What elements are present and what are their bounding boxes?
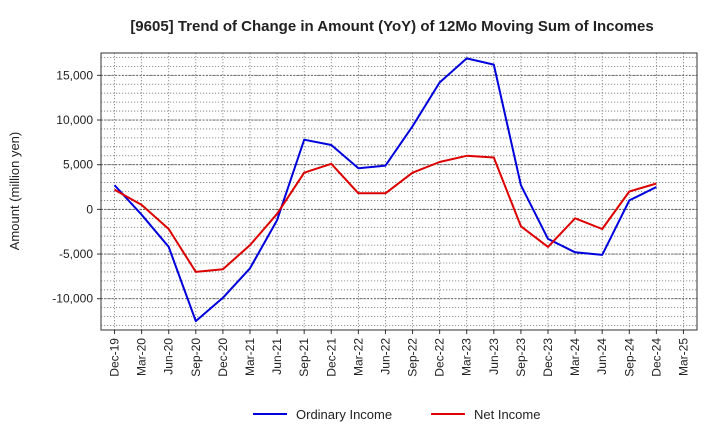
legend: Ordinary Income Net Income <box>253 407 540 422</box>
y-tick-label: -5,000 <box>59 247 93 261</box>
y-tick-label: -10,000 <box>52 292 93 306</box>
x-tick-label: Dec-21 <box>324 338 338 377</box>
x-tick-label: Jun-22 <box>378 338 392 375</box>
x-tick-label: Dec-24 <box>649 338 663 377</box>
x-tick-label: Dec-22 <box>433 338 447 377</box>
y-tick-label: 15,000 <box>56 68 93 82</box>
y-tick-label: 5,000 <box>63 158 93 172</box>
x-tick-label: Jun-23 <box>487 338 501 375</box>
legend-label: Net Income <box>474 407 540 422</box>
legend-label: Ordinary Income <box>296 407 392 422</box>
y-tick-label: 10,000 <box>56 113 93 127</box>
x-tick-label: Sep-23 <box>514 338 528 377</box>
x-tick-label: Jun-24 <box>595 338 609 375</box>
x-axis: Dec-19 Mar-20 Jun-20 Sep-20 Dec-20 Mar-21 Jun-… <box>108 330 690 377</box>
chart-title: [9605] Trend of Change in Amount (YoY) o… <box>130 18 653 35</box>
x-tick-label: Sep-20 <box>189 338 203 377</box>
x-tick-label: Dec-19 <box>108 338 122 377</box>
x-tick-label: Mar-22 <box>351 338 365 376</box>
x-tick-label: Sep-22 <box>406 338 420 377</box>
x-tick-label: Mar-24 <box>568 338 582 376</box>
x-tick-label: Dec-20 <box>216 338 230 377</box>
series-line-net-income <box>114 154 657 273</box>
plot-frame <box>100 52 698 331</box>
x-tick-label: Sep-21 <box>297 338 311 377</box>
y-axis-label: Amount (million yen) <box>7 132 22 251</box>
x-tick-label: Mar-20 <box>135 338 149 376</box>
x-tick-label: Jun-20 <box>162 338 176 375</box>
x-tick-label: Mar-23 <box>460 338 474 376</box>
x-tick-label: Sep-24 <box>622 338 636 377</box>
y-tick-label: 0 <box>86 202 93 216</box>
x-tick-label: Mar-21 <box>243 338 257 376</box>
series-lines <box>113 57 657 323</box>
x-tick-label: Dec-23 <box>541 338 555 377</box>
y-axis: -10,000 -5,000 0 5,000 10,000 15,000 <box>52 68 101 306</box>
series-line-ordinary-income <box>113 57 657 323</box>
x-tick-label: Mar-25 <box>676 338 690 376</box>
x-tick-label: Jun-21 <box>270 338 284 375</box>
